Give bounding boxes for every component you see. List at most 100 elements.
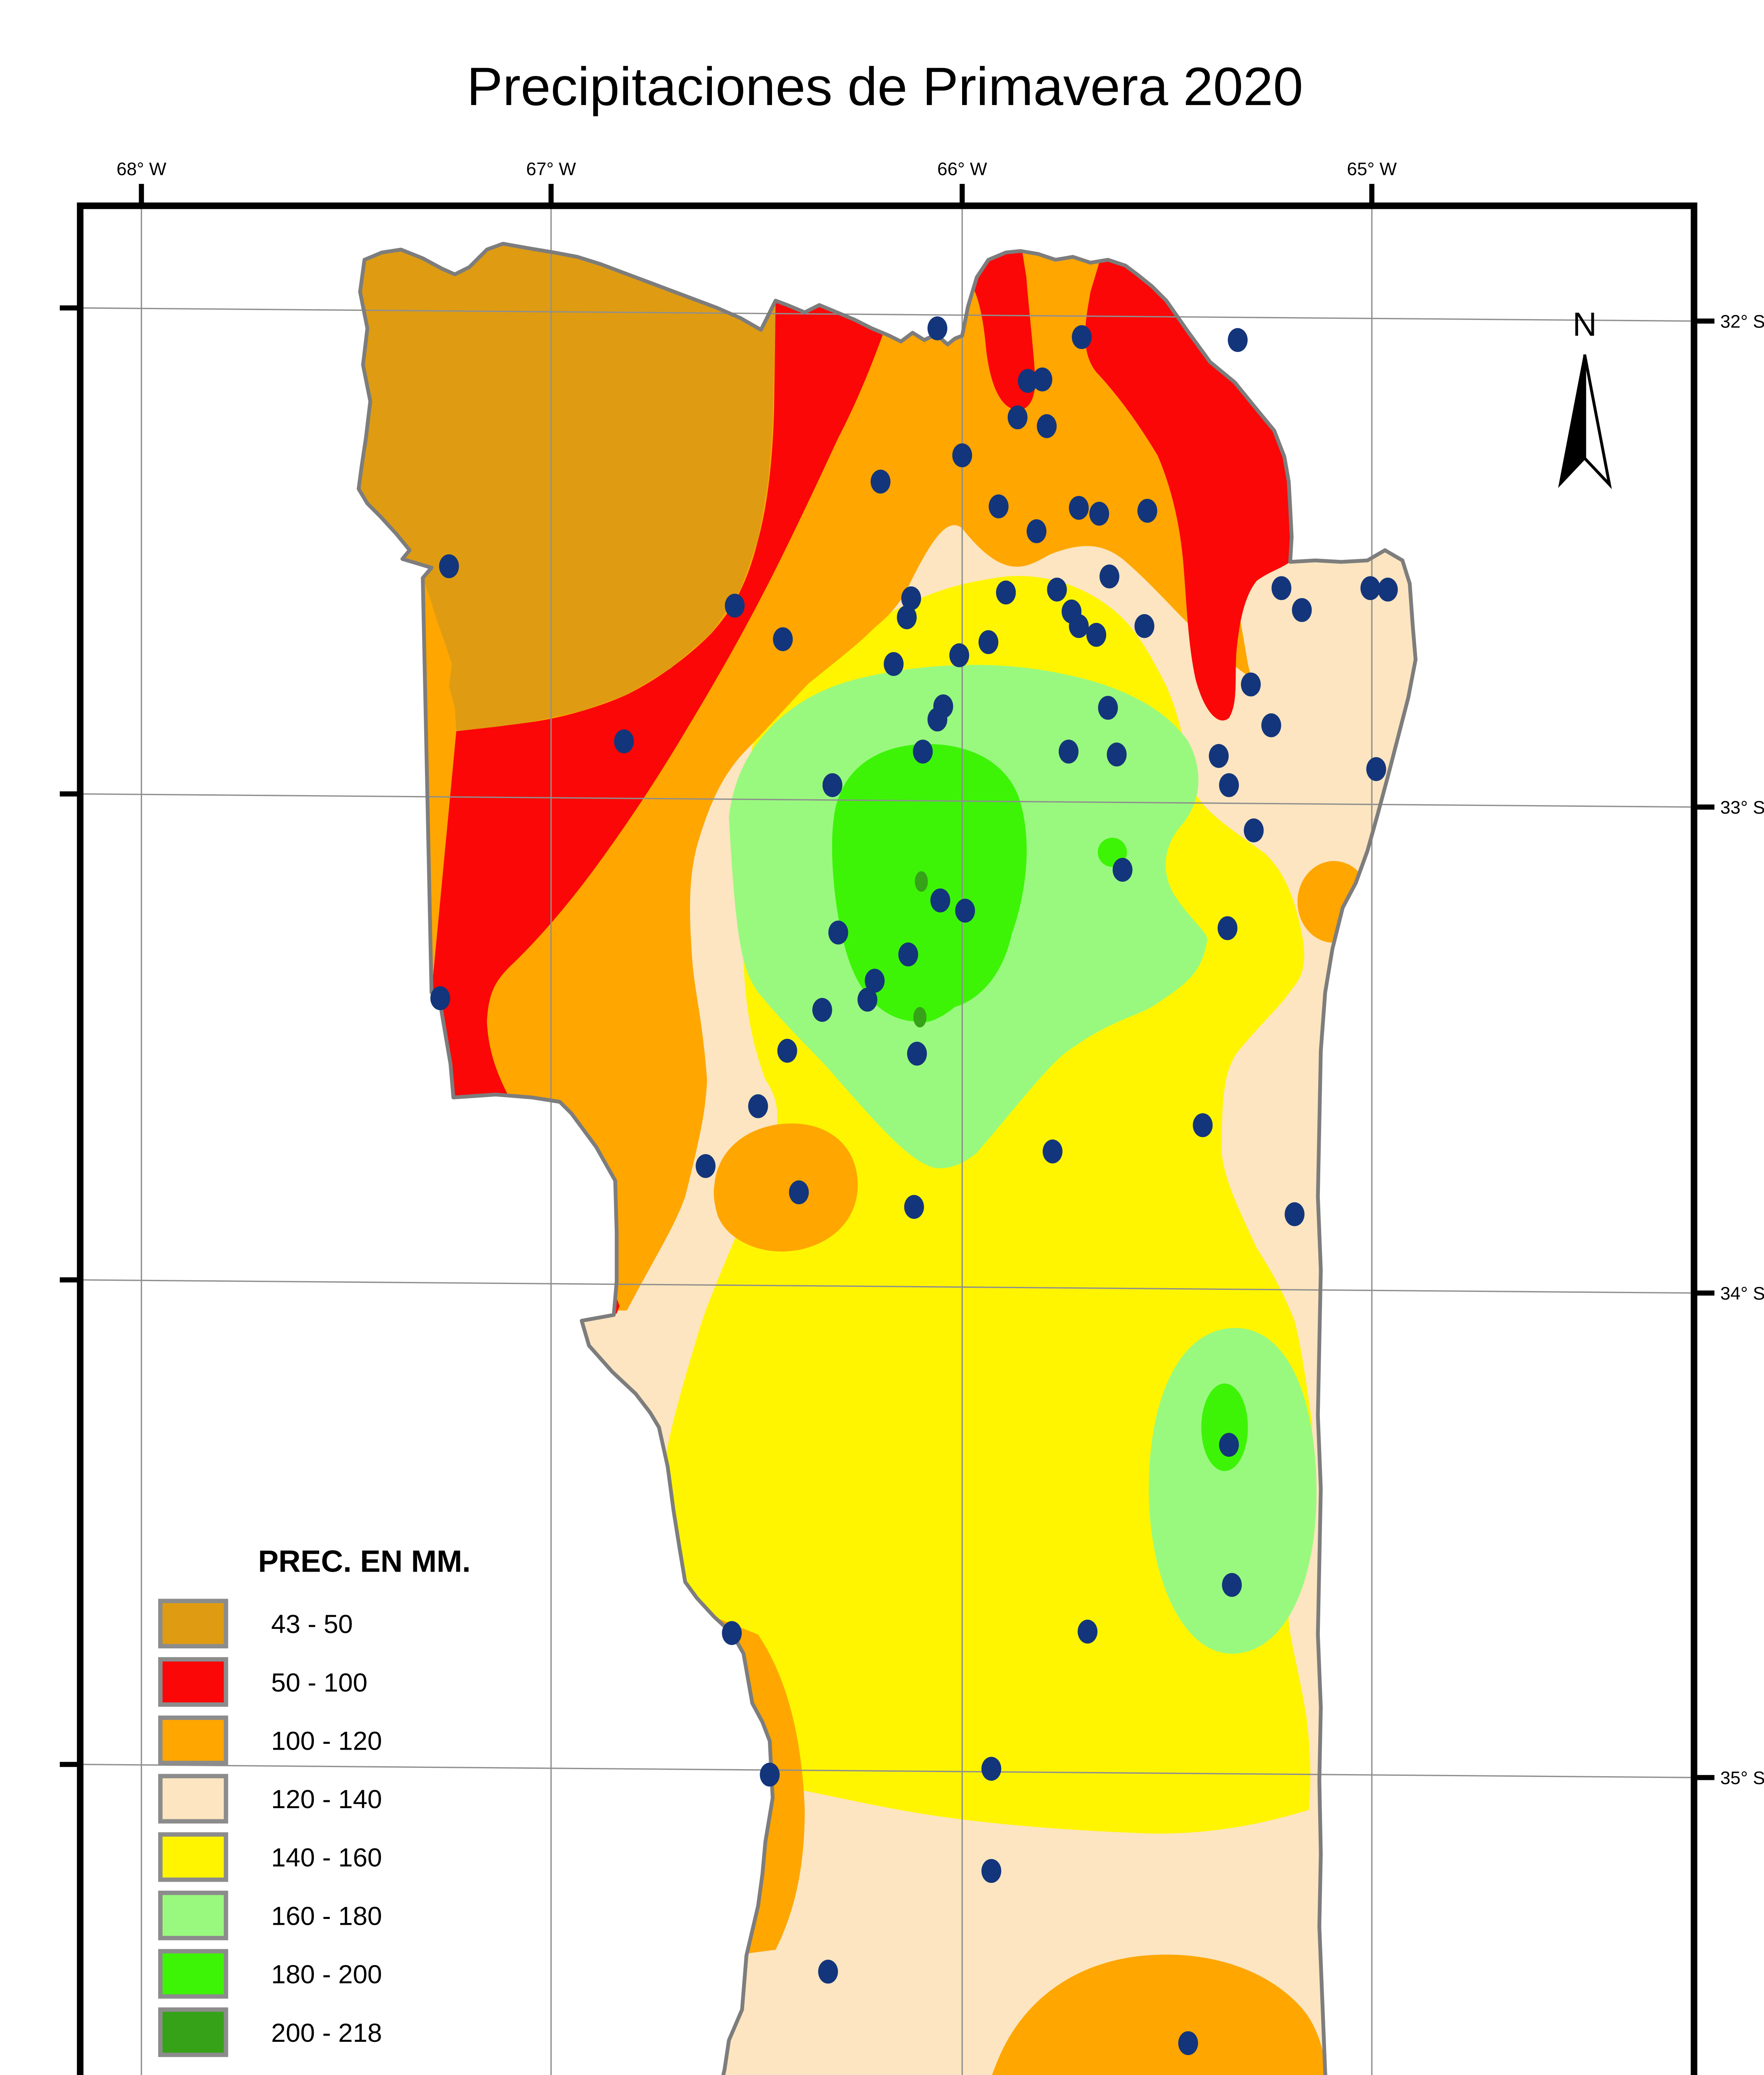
legend-swatch-2 [158,1715,228,1765]
station-marker [1271,576,1292,601]
station-marker [897,605,917,630]
zone-50-100-band [431,300,884,1315]
station-marker [812,998,832,1022]
station-marker [760,1763,780,1787]
station-marker [1077,1619,1098,1644]
legend-class-label-2: 100 - 120 [271,1726,382,1755]
zone-layers [359,244,1416,2075]
station-marker [1043,1139,1063,1164]
station-marker [1209,744,1229,768]
station-marker [1099,564,1119,588]
station-marker [725,593,745,618]
parallel-33s [80,793,1694,808]
station-marker [1217,916,1238,940]
north-arrow: N [1558,306,1612,489]
station-marker [789,1180,809,1204]
right-axis-label-3: 35° S [1720,1768,1764,1788]
legend-swatch-3 [158,1774,228,1824]
right-axis-label-0: 32° S [1720,311,1764,332]
station-marker [1069,496,1089,520]
station-marker [913,740,933,764]
station-marker [748,1094,768,1118]
legend-class-label-0: 43 - 50 [271,1610,353,1639]
station-marker [1137,498,1158,523]
station-marker [1069,614,1089,638]
station-marker [696,1154,716,1178]
right-axis-label-2: 34° S [1720,1284,1764,1304]
parallel-32s [80,307,1694,322]
station-marker [927,707,948,732]
parallel-34s [80,1279,1694,1294]
station-marker [1086,622,1107,647]
station-marker [1192,1113,1213,1138]
station-marker [1228,328,1248,352]
station-marker [777,1039,797,1063]
legend-class-label-1: 50 - 100 [271,1668,367,1697]
legend-class-label-6: 180 - 200 [271,1960,382,1989]
legend-swatch-6 [158,1949,228,1999]
page-title: Precipitaciones de Primavera 2020 [467,56,1303,117]
station-marker [1261,713,1281,737]
legend-class-label-5: 160 - 180 [271,1902,382,1931]
station-marker [1047,577,1067,602]
station-marker [1219,773,1239,797]
station-marker [1378,577,1398,602]
station-marker [949,643,970,667]
station-marker [901,586,921,610]
station-marker [1058,740,1079,764]
zone-180-200-south [1201,1383,1248,1471]
station-marker [1219,1433,1239,1457]
zone-100-120-bottom [972,1954,1327,2075]
station-marker [1089,502,1109,526]
parallel-35s [80,1764,1694,1778]
station-marker [870,469,891,494]
station-marker [981,1757,1002,1781]
station-marker [930,888,950,913]
legend-swatch-1 [158,1657,228,1707]
legend-swatch-0 [158,1599,228,1649]
zone-200-218-speck1 [915,871,928,892]
station-marker [1026,519,1047,543]
station-marker [822,773,843,797]
north-arrow-right-half [1583,354,1612,489]
station-marker [1007,405,1028,430]
station-marker [904,1195,924,1219]
station-marker [1360,576,1380,601]
station-marker [927,316,948,341]
station-marker [1072,325,1092,349]
legend-title: PREC. EN MM. [258,1544,471,1578]
zone-180-200-core [832,744,1027,1023]
station-marker [1366,757,1386,781]
station-marker [1178,2031,1198,2055]
right-axis-label-1: 33° S [1720,797,1764,818]
station-marker [1285,1202,1305,1226]
province-boundary [357,242,1418,2075]
station-marker [857,988,877,1012]
station-marker [722,1621,742,1645]
station-marker [955,898,975,923]
zone-50-100-tongue [942,249,1036,410]
top-axis-label-2: 66° W [937,159,987,179]
top-axis-label-1: 67° W [526,159,577,179]
station-marker [1222,1573,1242,1597]
station-marker [865,969,885,993]
zone-200-218-speck2 [913,1007,927,1028]
zone-43-50 [359,244,776,731]
graticule [80,205,1694,2075]
station-marker [884,652,904,676]
station-marker [952,443,972,468]
axes-layer: 68° W 67° W 66° W 65° W 32° S 33° S 34° S 35° S… [60,159,1764,1788]
station-marker [1244,818,1264,842]
station-marker [1107,742,1127,767]
zone-160-180-south [1148,1328,1317,1654]
station-marker [898,942,919,967]
legend-swatch-4 [158,1832,228,1882]
stations-layer [430,316,1398,2055]
station-marker [1018,369,1038,393]
north-arrow-left-half [1558,354,1586,488]
legend: PREC. EN MM. 43 - 50 50 - 100 100 - 120 120… [158,1544,471,2057]
legend-class-label-7: 200 - 218 [271,2019,382,2048]
top-axis-label-0: 68° W [117,159,167,179]
zone-100-120-west-blob [713,1123,858,1252]
